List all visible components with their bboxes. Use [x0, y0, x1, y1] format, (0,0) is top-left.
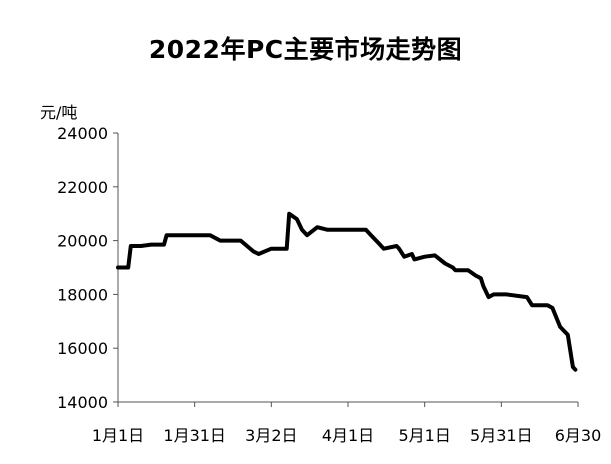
- chart-title: 2022年PC主要市场走势图: [148, 35, 463, 64]
- y-tick-label: 22000: [57, 178, 108, 197]
- x-tick-label: 6月30: [555, 426, 602, 445]
- x-tick-label: 1月1日: [92, 426, 144, 445]
- series-line-0: [116, 211, 578, 372]
- y-tick-label: 16000: [57, 339, 108, 358]
- y-tick-label: 18000: [57, 285, 108, 304]
- x-tick-label: 4月1日: [322, 426, 374, 445]
- y-tick-label: 24000: [57, 124, 108, 143]
- x-tick-label: 1月31日: [163, 426, 226, 445]
- axes-group: 14000 16000 18000 20000 22000 24000 1月1日 1月31日 3…: [57, 124, 601, 445]
- y-tick-label: 20000: [57, 232, 108, 251]
- y-tick-label: 14000: [57, 393, 108, 412]
- x-tick-label: 3月2日: [245, 426, 297, 445]
- x-tick-label: 5月31日: [470, 426, 533, 445]
- x-tick-label: 5月1日: [398, 426, 450, 445]
- series-group: [116, 211, 578, 372]
- y-axis-unit-label: 元/吨: [40, 103, 78, 122]
